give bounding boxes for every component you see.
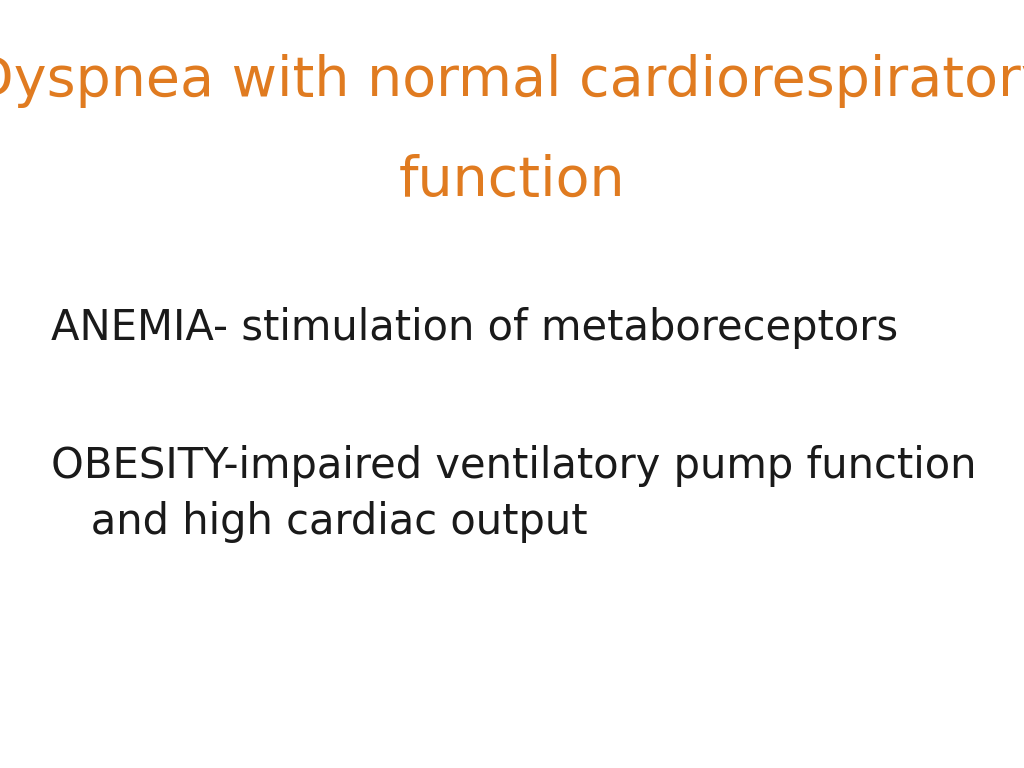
- Text: Dyspnea with normal cardiorespiratory: Dyspnea with normal cardiorespiratory: [0, 54, 1024, 108]
- Text: OBESITY-impaired ventilatory pump function
   and high cardiac output: OBESITY-impaired ventilatory pump functi…: [51, 445, 977, 543]
- Text: ANEMIA- stimulation of metaboreceptors: ANEMIA- stimulation of metaboreceptors: [51, 307, 898, 349]
- Text: function: function: [398, 154, 626, 207]
